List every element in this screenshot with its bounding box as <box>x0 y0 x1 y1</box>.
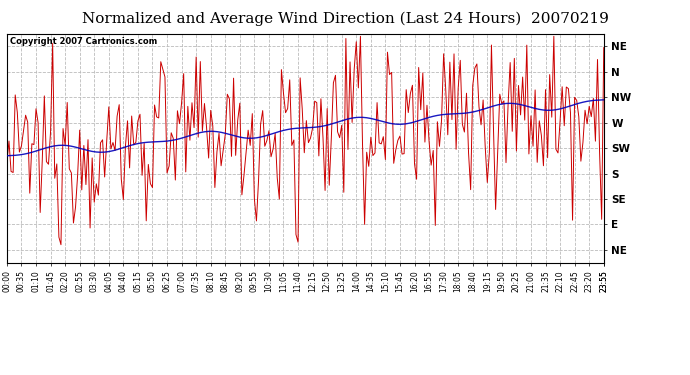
Text: Normalized and Average Wind Direction (Last 24 Hours)  20070219: Normalized and Average Wind Direction (L… <box>81 11 609 26</box>
Text: Copyright 2007 Cartronics.com: Copyright 2007 Cartronics.com <box>10 37 157 46</box>
